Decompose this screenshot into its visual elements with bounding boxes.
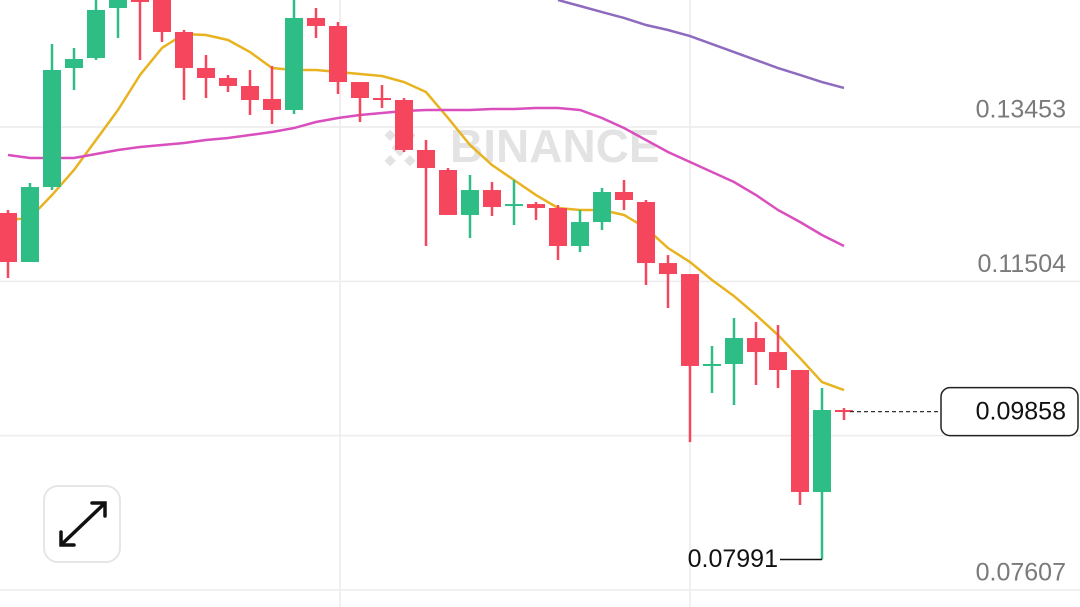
candle-body — [527, 204, 545, 209]
candle-body — [175, 31, 193, 69]
candle-body — [637, 201, 655, 264]
candle-body — [65, 58, 83, 69]
candle-body — [21, 187, 39, 263]
overlay: 0.09858 0.07991 — [688, 386, 1079, 573]
plot — [0, 0, 853, 560]
candle-body — [131, 0, 149, 2]
candle-body — [43, 69, 61, 188]
last-price-box — [940, 386, 1079, 437]
last-price-label: 0.09858 — [976, 397, 1066, 425]
expand-button[interactable] — [43, 485, 121, 563]
candle-body — [373, 98, 391, 101]
candle-body — [615, 192, 633, 201]
candle-body — [439, 170, 457, 215]
candle-body — [505, 204, 523, 207]
candle-body — [549, 208, 567, 247]
candle-body — [109, 0, 127, 8]
candle-body — [725, 338, 743, 364]
candle-body — [483, 190, 501, 207]
candle-body — [681, 274, 699, 366]
candle-body — [571, 222, 589, 247]
candle-body — [329, 25, 347, 83]
candle-body — [461, 190, 479, 215]
candle-body — [417, 149, 435, 169]
candle-body — [351, 82, 369, 99]
candle-body — [285, 17, 303, 110]
candle-body — [835, 409, 853, 412]
moving-average-line — [7, 106, 845, 248]
candle-body — [395, 100, 413, 150]
candle-body — [659, 263, 677, 275]
candle-body — [197, 68, 215, 78]
candle-body — [307, 17, 325, 26]
candle-body — [241, 85, 259, 101]
candle-body — [263, 98, 281, 110]
candle-body — [593, 192, 611, 223]
candle-body — [0, 212, 17, 263]
candle-body — [747, 338, 765, 353]
candle-body — [703, 363, 721, 366]
y-tick-label: 0.11504 — [977, 250, 1066, 278]
moving-average-line — [7, 32, 845, 392]
candle-body — [219, 77, 237, 86]
candle-body — [87, 9, 105, 59]
y-tick-label: 0.13453 — [976, 96, 1066, 124]
low-label: 0.07991 — [688, 545, 778, 573]
candle-body — [791, 370, 809, 493]
watermark-text: BINANCE — [450, 120, 660, 172]
candle-body — [153, 0, 171, 32]
moving-average-line — [557, 0, 845, 90]
watermark: BINANCE — [384, 120, 660, 172]
candle-body — [813, 409, 831, 493]
y-tick-label: 0.07607 — [976, 559, 1066, 587]
candle-body — [769, 352, 787, 371]
